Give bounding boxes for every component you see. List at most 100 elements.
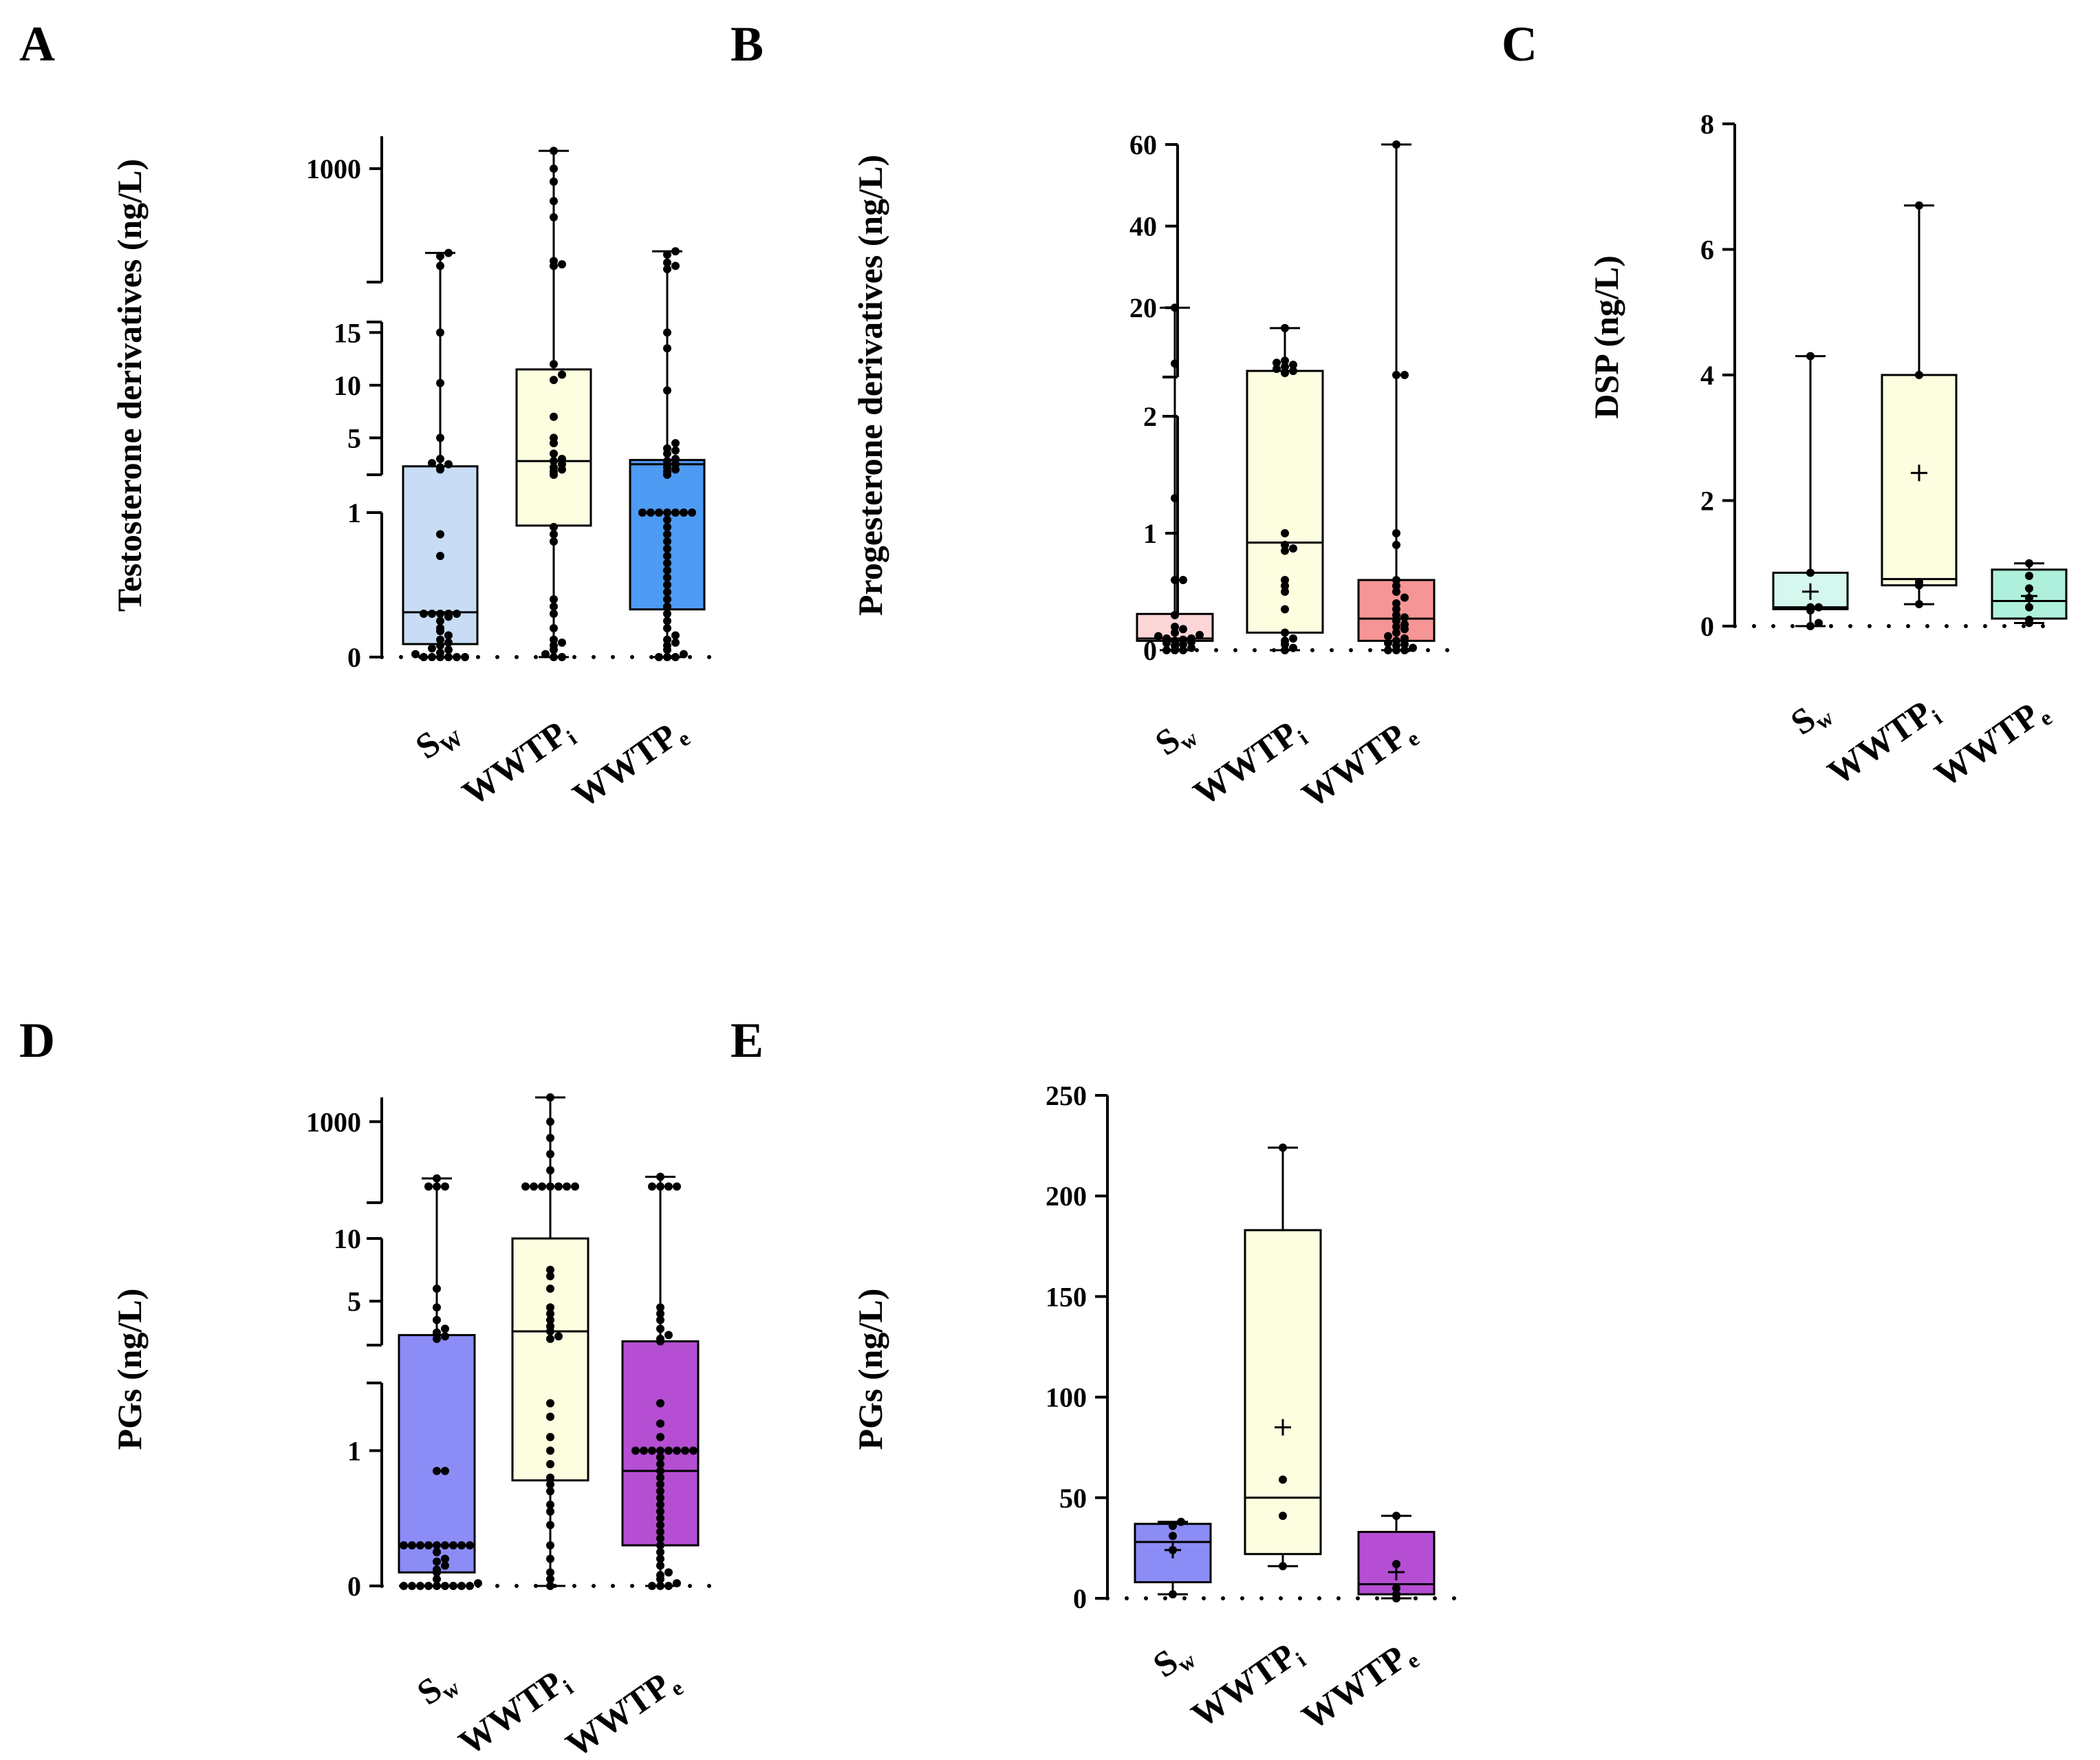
panel-d-point-2-25 (664, 1446, 673, 1455)
panel-a-point-2-1 (671, 653, 680, 661)
panel-d-point-1-26 (546, 1182, 554, 1191)
panel-b-category-main-2: WWTP (1295, 716, 1414, 815)
panel-a-category-label-0: SW (409, 711, 467, 770)
panel-b-point-0-3 (1187, 643, 1195, 652)
panel-d-point-1-13 (546, 1432, 554, 1441)
panel-d-category-main-1: WWTP (452, 1664, 570, 1760)
panel-d-point-1-27 (554, 1182, 563, 1191)
panel-b-point-0-13 (1195, 630, 1204, 639)
panel-b-point-1-20 (1281, 356, 1289, 365)
panel-d-point-1-3 (546, 1554, 554, 1563)
panel-b-point-1-14 (1281, 369, 1289, 378)
panel-d-point-1-34 (546, 1150, 554, 1159)
panel-d-category-main-2: WWTP (559, 1666, 678, 1760)
panel-a-point-2-46 (663, 265, 671, 274)
panel-e-y-tick-label-0-0: 0 (1073, 1583, 1087, 1614)
panel-d-point-2-3 (673, 1579, 681, 1588)
panel-b-point-2-13 (1400, 620, 1409, 629)
panel-d-point-1-32 (521, 1182, 530, 1191)
panel-a-point-1-24 (550, 412, 558, 421)
panel-d-point-2-12 (656, 1527, 664, 1536)
panel-a-point-1-21 (550, 449, 558, 458)
panel-d-point-2-36 (656, 1334, 664, 1343)
panel-a-point-2-22 (663, 530, 671, 539)
panel-c-point-2-4 (2025, 584, 2033, 593)
panel-d-point-2-8 (656, 1554, 664, 1563)
panel-a-point-2-13 (663, 595, 671, 603)
panel-d-point-1-35 (546, 1133, 554, 1142)
panel-a-y-tick-label-1-1: 10 (334, 370, 361, 401)
panel-e-category-label-2: WWTPe (1295, 1633, 1424, 1741)
panel-a-point-0-27 (444, 460, 453, 469)
panel-d-point-1-21 (546, 1309, 554, 1318)
panel-d-point-1-1 (546, 1575, 554, 1584)
panel-a-point-0-26 (436, 463, 444, 472)
panel-a-point-2-9 (663, 624, 671, 632)
panel-d-point-1-10 (546, 1473, 554, 1482)
panel-b-y-tick-label-1-2: 60 (1129, 129, 1157, 160)
panel-d-y-tick-label-0-1: 1 (347, 1435, 361, 1466)
panel-a-point-0-20 (428, 610, 436, 618)
panel-b-category-label-2: WWTPe (1295, 711, 1424, 819)
panel-b-point-2-21 (1392, 581, 1400, 590)
panel-d-point-2-26 (648, 1446, 656, 1455)
panel-e-y-tick-label-0-4: 200 (1046, 1181, 1087, 1212)
panel-a-point-1-32 (550, 197, 558, 206)
panel-b-point-1-7 (1281, 588, 1289, 596)
panel-d-point-1-31 (571, 1182, 579, 1191)
panel-e-point-2-1 (1392, 1590, 1400, 1599)
panel-b-point-1-16 (1273, 365, 1281, 374)
panel-d-point-0-29 (441, 1332, 449, 1341)
panel-d-category-label-0: Sw (411, 1660, 464, 1716)
panel-d-point-2-2 (648, 1582, 656, 1590)
panel-d-point-0-6 (408, 1582, 416, 1590)
panel-a-point-2-23 (663, 523, 671, 531)
panel-b-point-2-19 (1400, 593, 1409, 602)
panel-a-point-2-15 (663, 581, 671, 589)
panel-e-category-label-0: Sw (1147, 1633, 1200, 1688)
panel-b-point-0-1 (1179, 646, 1187, 654)
panel-d-point-2-33 (656, 1419, 664, 1428)
panel-a-point-1-33 (550, 177, 558, 186)
panel-d-point-1-11 (546, 1460, 554, 1468)
panel-a-y-tick-label-0-0: 0 (347, 642, 361, 673)
panel-a-point-2-30 (688, 508, 696, 517)
panel-d-point-2-24 (656, 1446, 664, 1455)
panel-d-point-0-35 (433, 1182, 441, 1191)
panel-d-point-2-13 (656, 1521, 664, 1530)
panel-e-point-0-2 (1169, 1532, 1177, 1541)
panel-b-point-1-8 (1281, 581, 1289, 590)
panel-a-point-2-40 (671, 446, 680, 455)
panel-d-point-2-14 (656, 1514, 664, 1523)
panel-a-point-2-10 (663, 616, 671, 625)
panel-b-point-2-25 (1392, 371, 1400, 380)
panel-b-point-0-16 (1171, 623, 1179, 631)
panel-b-point-0-21 (1171, 359, 1179, 368)
panel-d-point-2-44 (648, 1182, 656, 1191)
panel-e-category-label-1: WWTPi (1184, 1633, 1310, 1739)
panel-b-point-2-6 (1384, 638, 1392, 647)
panel-a-point-0-19 (444, 610, 453, 618)
panel-b-point-2-27 (1392, 140, 1400, 149)
panel-b-point-0-14 (1171, 628, 1179, 637)
panel-a-point-1-11 (550, 537, 558, 546)
panel-a-category-label-2: WWTPe (566, 711, 695, 819)
panel-a-point-0-4 (420, 653, 428, 661)
panel-c-point-0-6 (1806, 352, 1815, 361)
panel-e-point-2-2 (1392, 1584, 1400, 1593)
panel-d-category-label-1: WWTPi (452, 1660, 578, 1760)
panel-b-point-1-5 (1281, 628, 1289, 637)
panel-a-point-0-35 (444, 248, 453, 257)
panel-a-y-tick-label-1-0: 5 (347, 422, 361, 453)
panel-a-point-2-5 (663, 641, 671, 650)
panel-a-point-0-5 (461, 653, 469, 661)
panel-c-point-2-5 (2025, 572, 2033, 580)
panel-c-point-0-4 (1815, 603, 1823, 612)
panel-b-point-2-17 (1392, 605, 1400, 614)
panel-a-point-0-28 (428, 459, 436, 468)
panel-d-point-2-31 (689, 1446, 697, 1455)
panel-b-point-1-3 (1281, 636, 1289, 645)
panel-e-point-1-3 (1279, 1144, 1287, 1152)
panel-a-point-2-14 (663, 588, 671, 597)
panel-b-point-2-15 (1400, 613, 1409, 622)
